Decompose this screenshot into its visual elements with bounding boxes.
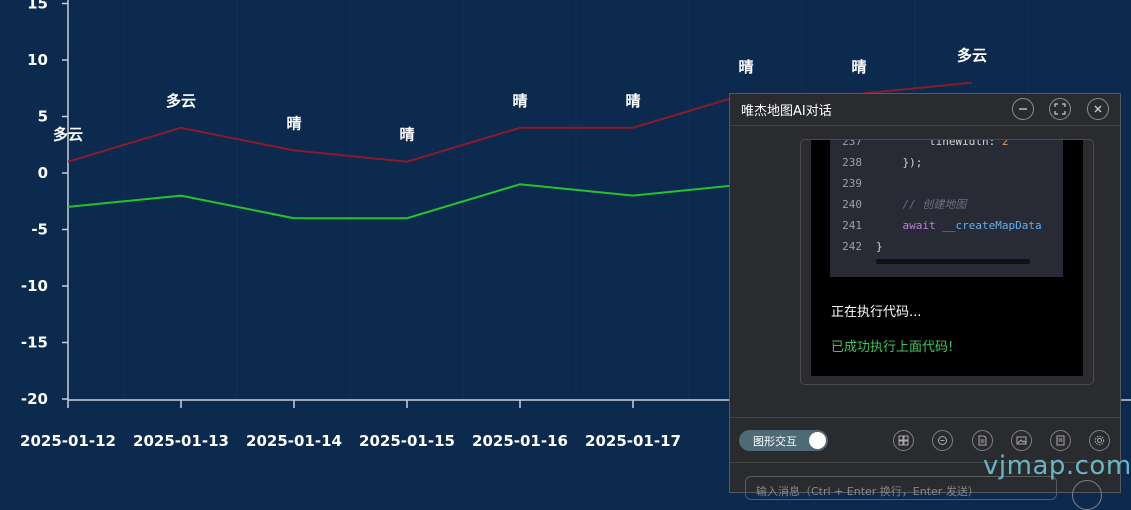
x-tick-label: 2025-01-16 bbox=[472, 432, 568, 450]
line-number: 241 bbox=[842, 219, 862, 232]
code-token: // 创建地图 bbox=[902, 198, 967, 211]
code-token: 2 bbox=[1001, 140, 1009, 148]
weather-label: 晴 bbox=[399, 126, 414, 144]
weather-label: 多云 bbox=[957, 47, 987, 65]
send-button[interactable] bbox=[1072, 480, 1102, 510]
y-tick-label: -15 bbox=[21, 334, 48, 352]
code-line: 237 lineWidth: 2 bbox=[830, 140, 1008, 150]
code-line: 238 }); bbox=[830, 155, 922, 171]
message-content: 237 lineWidth: 2 238 }); 239 240 // 创建地图 241… bbox=[811, 140, 1083, 376]
weather-label: 多云 bbox=[166, 92, 196, 110]
y-tick-label: 5 bbox=[38, 108, 48, 126]
y-tick-label: 0 bbox=[38, 164, 48, 182]
chat-tool-button[interactable] bbox=[932, 430, 953, 451]
weather-label: 多云 bbox=[53, 126, 83, 144]
y-tick-label: 10 bbox=[27, 51, 48, 69]
code-line: 241 await __createMapData bbox=[830, 218, 1042, 234]
line-number: 240 bbox=[842, 198, 862, 211]
image-tool-button[interactable] bbox=[1011, 430, 1032, 451]
y-tick-label: -10 bbox=[21, 277, 48, 295]
graphic-interaction-toggle[interactable]: 图形交互 bbox=[739, 430, 828, 451]
gear-icon bbox=[1094, 435, 1105, 446]
toggle-label: 图形交互 bbox=[753, 434, 797, 448]
message-bubble: 237 lineWidth: 2 238 }); 239 240 // 创建地图 241… bbox=[800, 139, 1094, 385]
y-tick-label: -5 bbox=[31, 221, 48, 239]
ai-chat-dialog: 唯杰地图AI对话 237 lineWidth: 2 238 }); 239 240 /… bbox=[729, 93, 1121, 510]
line-number: 239 bbox=[842, 177, 862, 190]
weather-label: 晴 bbox=[851, 58, 866, 76]
toggle-knob bbox=[809, 432, 826, 449]
x-tick-label: 2025-01-12 bbox=[20, 432, 116, 450]
code-token bbox=[876, 219, 903, 232]
x-tick-label: 2025-01-17 bbox=[585, 432, 681, 450]
settings-tool-button[interactable] bbox=[1089, 430, 1110, 451]
image-icon bbox=[1016, 436, 1027, 445]
document-tool-button[interactable] bbox=[972, 430, 993, 451]
code-token: } bbox=[876, 240, 883, 253]
weather-label: 晴 bbox=[286, 114, 301, 132]
code-scrollbar[interactable] bbox=[876, 259, 1030, 264]
dialog-toolbar: 图形交互 bbox=[730, 417, 1120, 463]
list-icon bbox=[1056, 435, 1065, 446]
line-chart: 15 10 5 0 -5 -10 -15 -20 2025-01-12 2025-01-13 202… bbox=[20, 0, 1131, 450]
fullscreen-icon bbox=[1054, 103, 1066, 115]
line-number: 238 bbox=[842, 156, 862, 169]
close-icon bbox=[1094, 105, 1102, 113]
code-line: 239 bbox=[830, 176, 876, 192]
code-token: : bbox=[988, 140, 1002, 148]
minus-icon bbox=[1019, 108, 1027, 110]
weather-label: 晴 bbox=[738, 58, 753, 76]
x-tick-label: 2025-01-14 bbox=[246, 432, 342, 450]
y-tick-label: 15 bbox=[27, 0, 48, 13]
code-token bbox=[876, 198, 903, 211]
watermark-text: vjmap.com bbox=[983, 451, 1131, 481]
chat-bubble-icon bbox=[938, 436, 947, 445]
code-block: 237 lineWidth: 2 238 }); 239 240 // 创建地图 241… bbox=[830, 140, 1063, 277]
line-number: 242 bbox=[842, 240, 862, 253]
x-tick-label: 2025-01-13 bbox=[133, 432, 229, 450]
close-button[interactable] bbox=[1087, 98, 1109, 120]
code-token: lineWidth bbox=[928, 140, 989, 148]
code-token: }); bbox=[876, 156, 923, 169]
line-number: 237 bbox=[842, 140, 862, 148]
x-tick-label: 2025-01-15 bbox=[359, 432, 455, 450]
weather-label: 晴 bbox=[625, 92, 640, 110]
document-icon bbox=[978, 435, 987, 446]
minimize-button[interactable] bbox=[1012, 98, 1034, 120]
list-tool-button[interactable] bbox=[1050, 430, 1071, 451]
code-token: __createMapData bbox=[942, 219, 1042, 232]
code-token: await bbox=[902, 219, 936, 232]
weather-label: 晴 bbox=[512, 92, 527, 110]
y-tick-label: -20 bbox=[21, 390, 48, 408]
code-line: 240 // 创建地图 bbox=[830, 197, 966, 213]
code-line: 242} bbox=[830, 239, 883, 255]
code-token bbox=[876, 140, 929, 148]
status-success-text: 已成功执行上面代码! bbox=[831, 340, 954, 355]
status-running-text: 正在执行代码... bbox=[831, 305, 922, 320]
dialog-header: 唯杰地图AI对话 bbox=[730, 94, 1120, 126]
grid-icon bbox=[898, 435, 909, 446]
fullscreen-button[interactable] bbox=[1049, 98, 1071, 120]
grid-tool-button[interactable] bbox=[893, 430, 914, 451]
dialog-title: 唯杰地图AI对话 bbox=[741, 104, 832, 119]
